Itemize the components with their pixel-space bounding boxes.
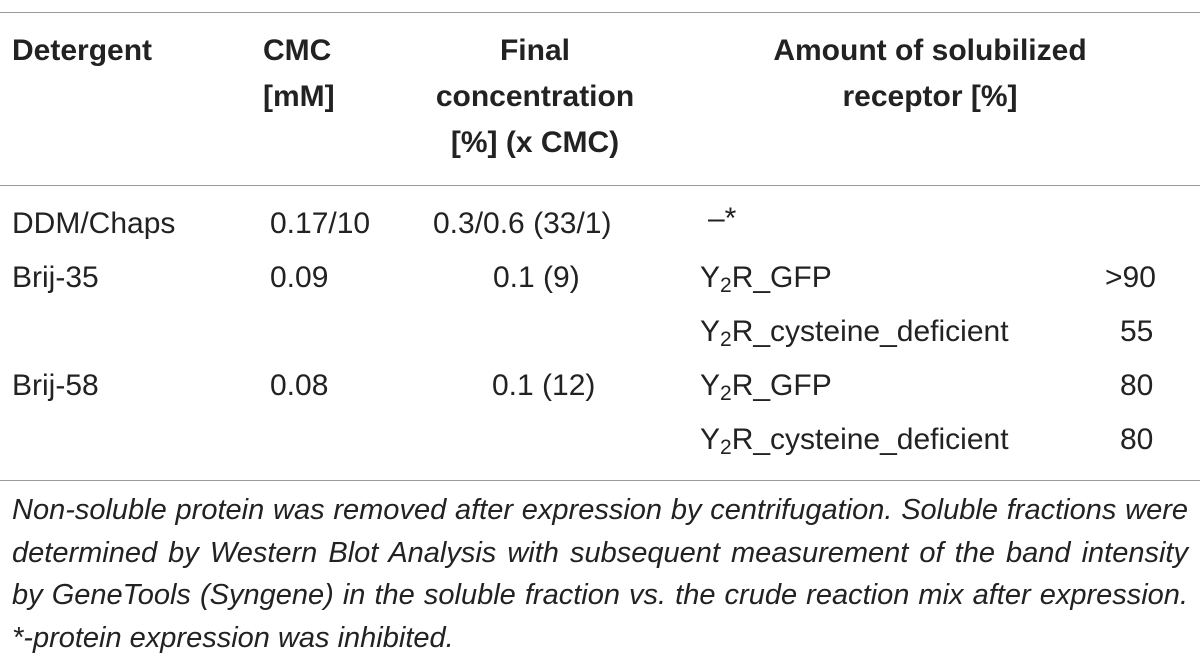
row3-receptor-2: Y2R_cysteine_deficient <box>700 423 1009 459</box>
header-final-line2: concentration <box>435 80 635 113</box>
row2-amount-1: >90 <box>1105 261 1156 294</box>
header-cmc-line1: CMC <box>263 34 332 67</box>
row1-detergent: DDM/Chaps <box>12 207 176 240</box>
row1-final: 0.3/0.6 (33/1) <box>433 207 612 240</box>
table-footnote: Non-soluble protein was removed after ex… <box>12 494 1188 654</box>
row2-receptor-2: Y2R_cysteine_deficient <box>700 315 1009 351</box>
row3-cmc: 0.08 <box>270 369 329 402</box>
table-top-rule <box>0 12 1200 13</box>
table-bottom-rule <box>0 480 1200 481</box>
row3-receptor-1: Y2R_GFP <box>700 369 832 405</box>
row2-amount-2: 55 <box>1120 315 1154 348</box>
header-amount-line1: Amount of solubilized <box>773 34 1087 67</box>
row3-amount-2: 80 <box>1120 423 1154 456</box>
row1-cmc: 0.17/10 <box>270 207 371 240</box>
header-amount-line2: receptor [%] <box>842 80 1018 113</box>
header-final-line3: [%] (x CMC) <box>450 126 620 159</box>
row3-final: 0.1 (12) <box>492 369 596 402</box>
row2-final: 0.1 (9) <box>493 261 580 294</box>
row2-detergent: Brij-35 <box>12 261 99 294</box>
row2-receptor-1: Y2R_GFP <box>700 261 832 297</box>
row2-cmc: 0.09 <box>270 261 329 294</box>
table-header-rule <box>0 185 1200 186</box>
row3-amount-1: 80 <box>1120 369 1154 402</box>
header-detergent: Detergent <box>12 34 153 67</box>
header-final-line1: Final <box>499 34 570 67</box>
row1-receptor: –* <box>708 202 737 235</box>
row3-detergent: Brij-58 <box>12 369 99 402</box>
header-cmc-line2: [mM] <box>263 80 335 113</box>
